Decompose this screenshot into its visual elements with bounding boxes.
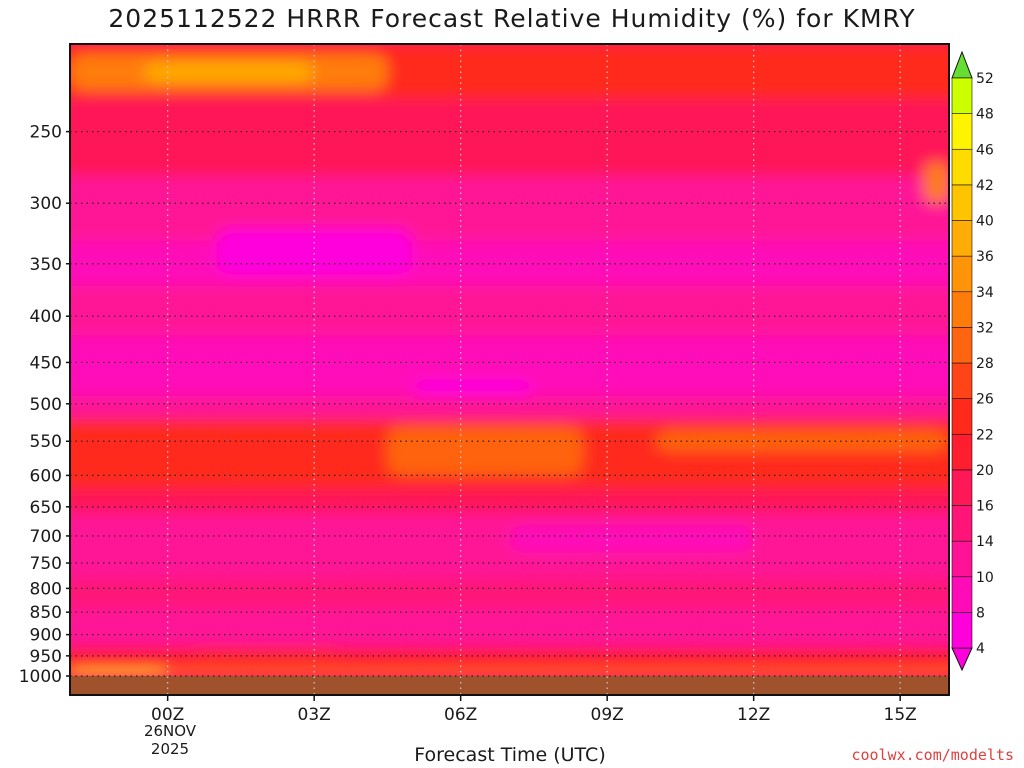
y-tick-label: 600 <box>30 466 62 486</box>
y-tick-label: 500 <box>30 395 62 415</box>
humidity-layer <box>70 647 949 669</box>
colorbar-label: 4 <box>976 641 985 657</box>
humidity-feature <box>192 651 339 660</box>
colorbar-swatch <box>951 576 973 613</box>
colorbar-label: 36 <box>976 249 994 265</box>
y-tick-label: 1000 <box>19 667 62 687</box>
humidity-feature <box>924 161 949 204</box>
colorbar-swatch <box>951 469 973 506</box>
ground-surface <box>70 676 949 695</box>
humidity-layer <box>70 285 949 336</box>
colorbar-over-arrow <box>951 50 973 79</box>
humidity-feature <box>216 228 412 275</box>
x-tick-label: 03Z <box>298 705 331 725</box>
y-tick-label: 750 <box>30 554 62 574</box>
y-tick-label: 900 <box>30 626 62 646</box>
x-tick-label: 12Z <box>737 705 770 725</box>
colorbar-label: 14 <box>976 534 994 550</box>
humidity-layer <box>70 488 949 513</box>
x-tick-label: 09Z <box>591 705 624 725</box>
humidity-field <box>70 44 949 676</box>
chart-title: 2025112522 HRRR Forecast Relative Humidi… <box>108 4 916 33</box>
colorbar-swatch <box>951 398 973 435</box>
y-tick-label: 550 <box>30 432 62 452</box>
date-label-year: 2025 <box>150 740 190 758</box>
plot-frame <box>69 43 950 696</box>
y-tick-label: 700 <box>30 527 62 547</box>
humidity-feature <box>70 670 168 676</box>
colorbar-swatch <box>951 184 973 221</box>
humidity-layer <box>70 607 949 648</box>
y-tick-label: 850 <box>30 603 62 623</box>
humidity-layer <box>70 240 949 286</box>
colorbar-label: 22 <box>976 427 994 443</box>
colorbar-label: 16 <box>976 499 994 515</box>
colorbar-swatch <box>951 291 973 328</box>
colorbar-label: 32 <box>976 320 994 336</box>
humidity-layer <box>70 668 949 676</box>
colorbar-label: 40 <box>976 214 994 230</box>
date-label-day: 26NOV <box>143 722 197 740</box>
colorbar-swatch <box>951 327 973 364</box>
colorbar-label: 46 <box>976 142 994 158</box>
humidity-feature <box>387 426 583 476</box>
colorbar-swatch <box>951 612 973 649</box>
colorbar-swatch <box>951 148 973 186</box>
humidity-layer <box>70 512 949 579</box>
colorbar-label: 8 <box>976 605 985 621</box>
colorbar-swatch <box>951 540 973 578</box>
grid-lines <box>70 44 949 695</box>
y-tick-label: 450 <box>30 353 62 373</box>
colorbar-swatch <box>951 77 973 114</box>
y-tick-label: 250 <box>30 123 62 143</box>
colorbar-swatch <box>951 505 973 542</box>
colorbar-label: 28 <box>976 356 994 372</box>
colorbar-swatch <box>951 255 973 293</box>
x-tick-label: 06Z <box>444 705 477 725</box>
colorbar-under-arrow <box>951 647 973 672</box>
humidity-feature <box>509 524 754 553</box>
colorbar-label: 42 <box>976 178 994 194</box>
colorbar-label: 20 <box>976 463 994 479</box>
y-tick-label: 800 <box>30 579 62 599</box>
x-tick-label: 00Z <box>151 705 184 725</box>
y-axis-ticks: 250 300 350 400 450 500 550 600 650 700 750 800 850 9… <box>19 123 70 687</box>
y-tick-label: 650 <box>30 498 62 518</box>
colorbar-swatch <box>951 220 973 257</box>
humidity-layer <box>70 98 949 177</box>
y-tick-label: 950 <box>30 647 62 667</box>
colorbar-swatch <box>951 362 973 399</box>
watermark: coolwx.com/modelts <box>851 746 1014 764</box>
x-axis-label: Forecast Time (UTC) <box>414 744 606 766</box>
x-tick-label: 15Z <box>884 705 917 725</box>
humidity-feature <box>411 379 534 396</box>
ground-band <box>70 676 949 695</box>
colorbar-swatch <box>951 433 973 471</box>
x-axis-ticks: 00Z 03Z 06Z 09Z 12Z 15Z <box>151 695 917 725</box>
y-tick-label: 400 <box>30 307 62 327</box>
colorbar-label: 52 <box>976 71 994 87</box>
humidity-layer <box>70 176 949 241</box>
colorbar-label: 10 <box>976 570 994 586</box>
y-tick-label: 350 <box>30 255 62 275</box>
date-label: 26NOV 2025 <box>130 722 210 758</box>
colorbar-label: 34 <box>976 285 994 301</box>
humidity-layer <box>70 395 949 420</box>
y-tick-label: 300 <box>30 194 62 214</box>
colorbar-label: 48 <box>976 107 994 123</box>
colorbar-label: 26 <box>976 392 994 408</box>
humidity-feature <box>143 63 315 82</box>
humidity-layer <box>70 578 949 608</box>
colorbar-swatch <box>951 113 973 150</box>
